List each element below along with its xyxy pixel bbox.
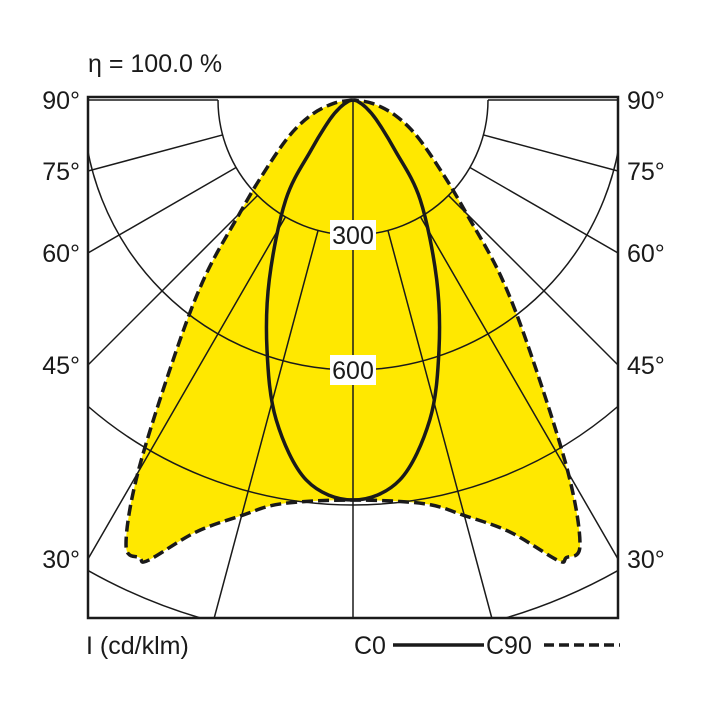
ring-label-bg [330,220,376,250]
ring-label-600: 600 [332,357,374,385]
angle-label-left-90: 90° [42,87,80,115]
legend-c0-label: C0 [354,632,386,660]
angle-label-left-30: 30° [42,546,80,574]
legend-c90-label: C90 [486,632,532,660]
angle-label-left-60: 60° [42,240,80,268]
curve-c90 [124,98,582,564]
radial-line-15 [387,230,493,618]
radial-line-75 [88,134,223,172]
radial-line-60 [469,166,618,254]
radial-line-60 [88,166,237,254]
ring-label-bg [330,355,376,385]
radial-line-30 [88,216,287,560]
radial-line-30 [419,216,618,560]
radial-line-45 [447,194,618,366]
angle-label-right-90: 90° [627,87,665,115]
angle-label-right-75: 75° [627,158,665,186]
efficiency-label: η = 100.0 % [88,50,222,78]
ring-label-300: 300 [332,222,374,250]
angle-label-left-45: 45° [42,352,80,380]
radial-line-45 [88,194,259,366]
angle-label-right-30: 30° [627,546,665,574]
angle-label-right-45: 45° [627,352,665,380]
angle-label-left-75: 75° [42,158,80,186]
ring-1200 [88,569,618,618]
unit-label: I (cd/klm) [86,632,189,660]
angle-label-right-60: 60° [627,240,665,268]
radial-line-75 [483,134,618,172]
plot-frame [86,95,620,620]
radial-line-15 [213,230,319,618]
